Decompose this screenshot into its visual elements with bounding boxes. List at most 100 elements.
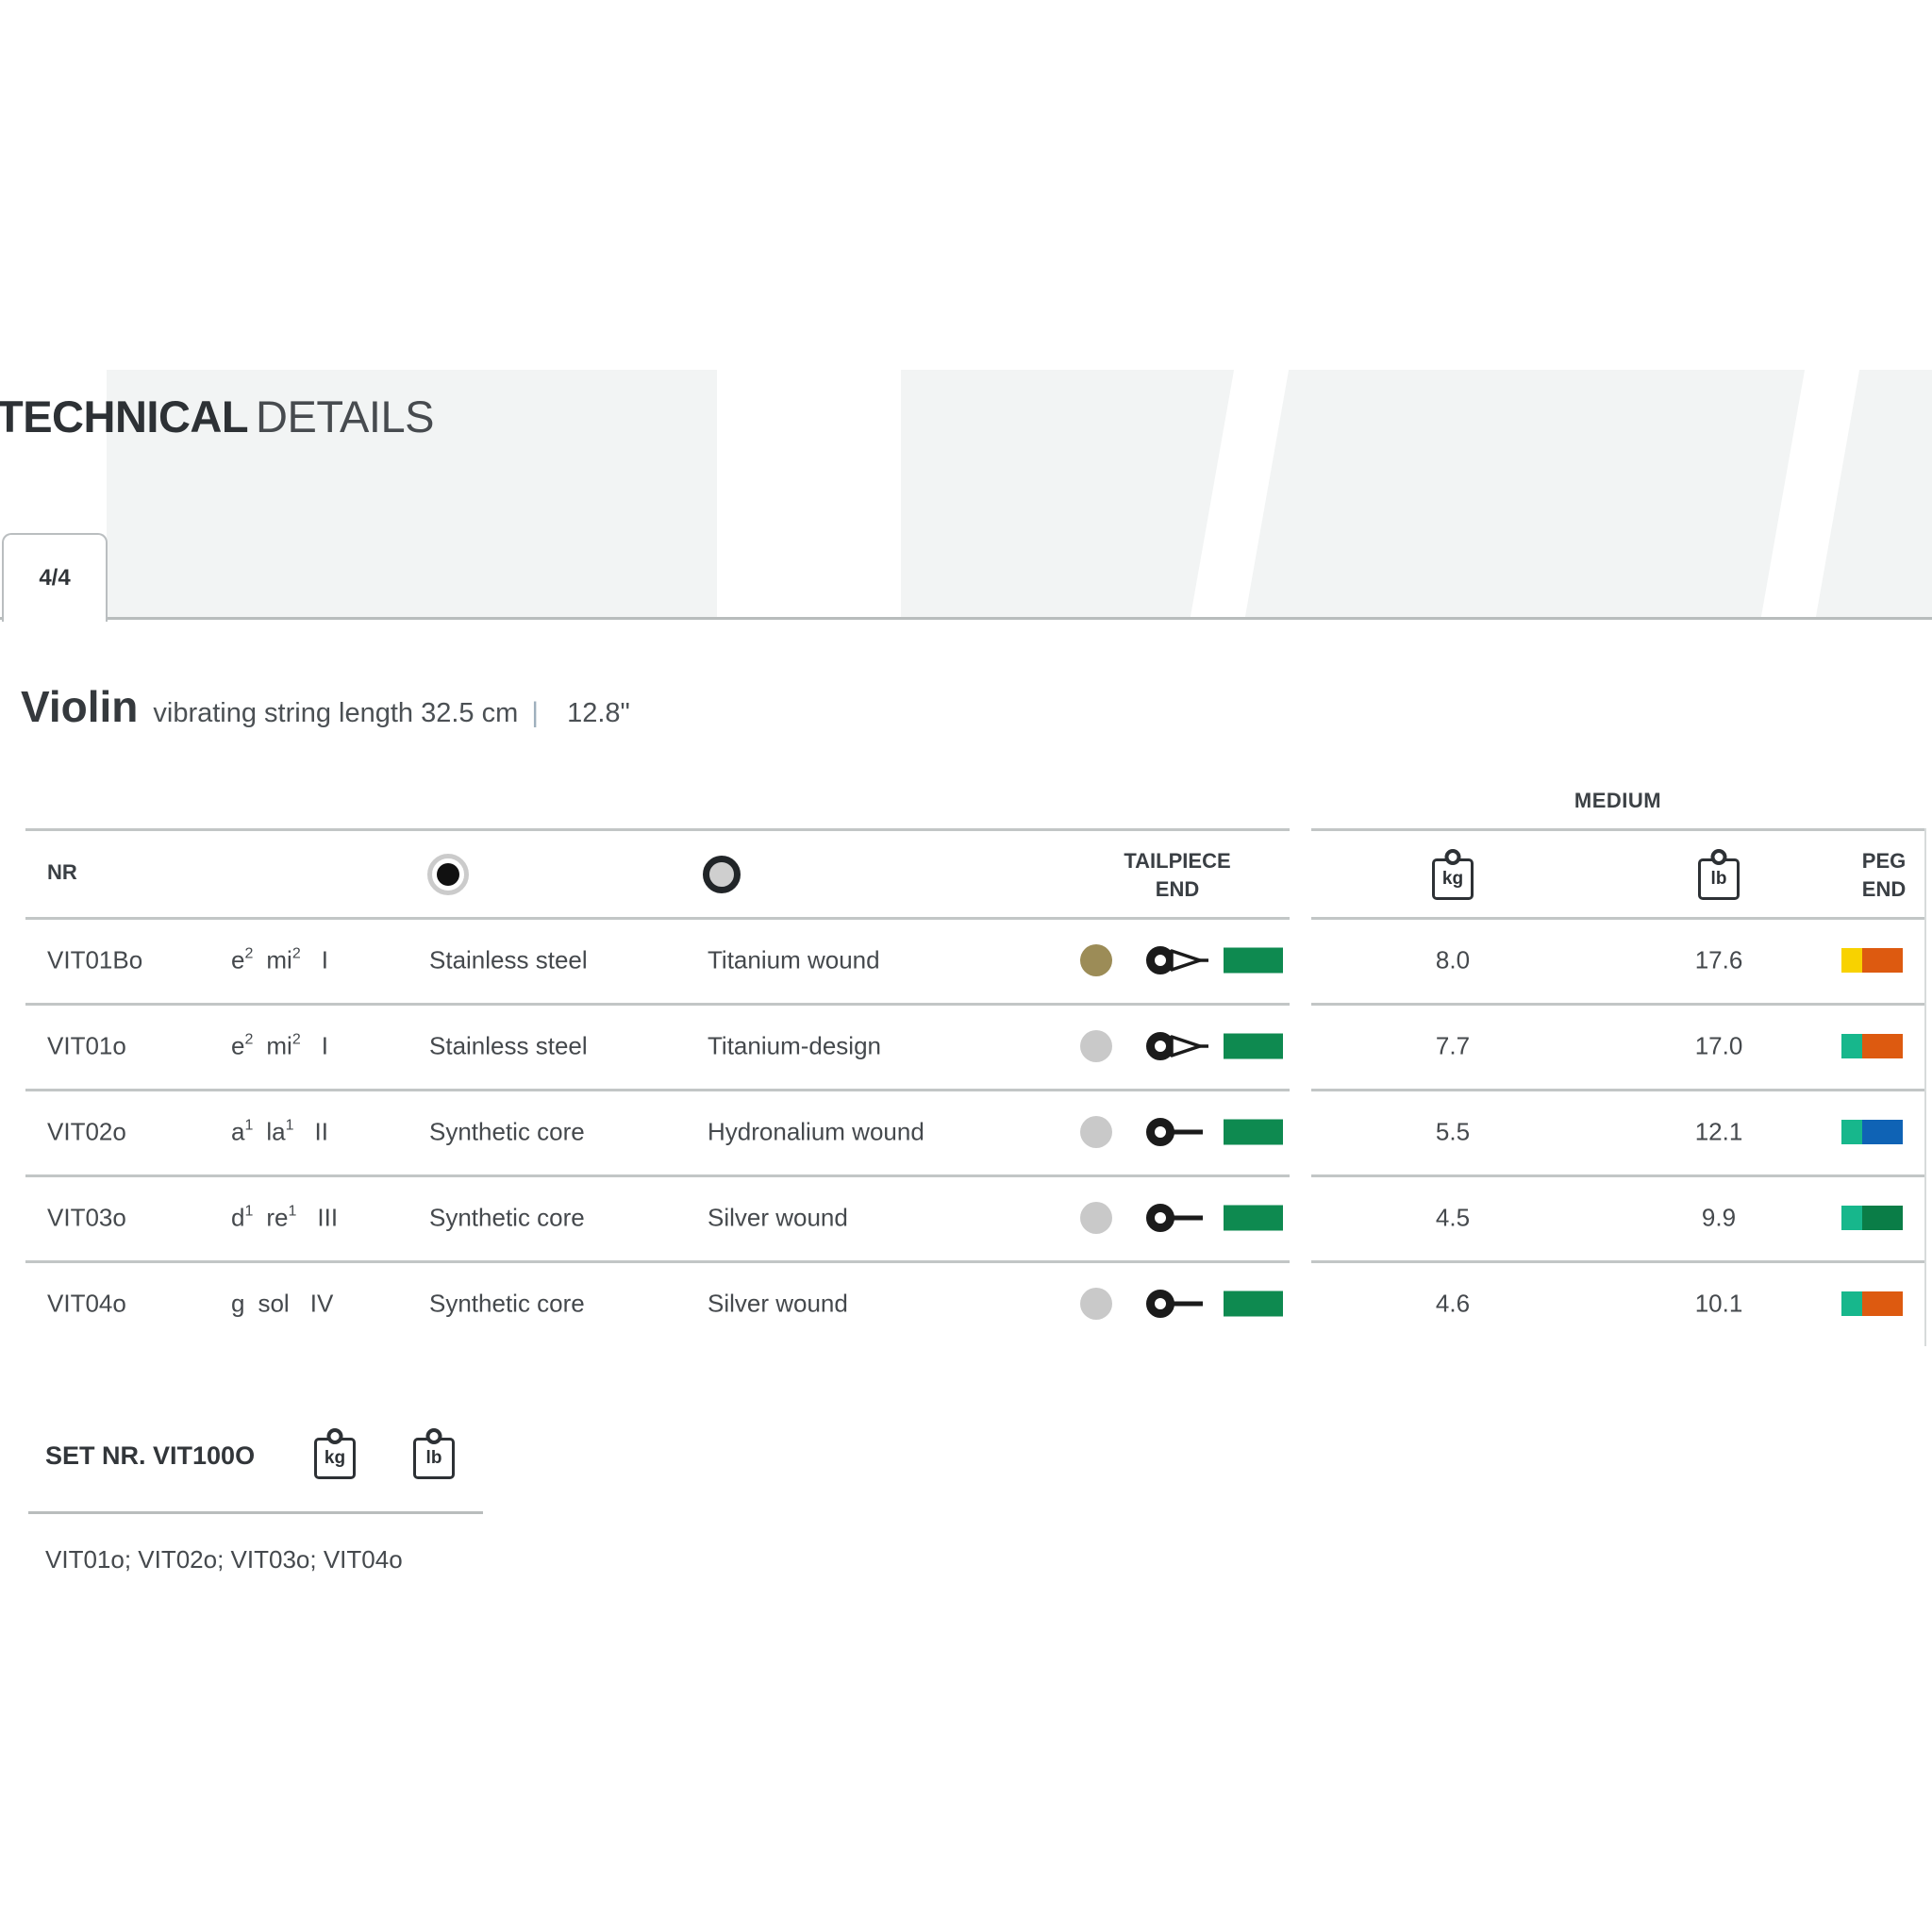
- string-position: II: [314, 1117, 328, 1145]
- peg-end-line1: PEG: [1861, 849, 1907, 873]
- tension-kg: 5.5: [1435, 1117, 1471, 1145]
- core-material: Synthetic core: [429, 1289, 585, 1317]
- note-name-solfege: re1: [266, 1203, 297, 1231]
- table-row: VIT03o d1 re1 III Synthetic core Silver wo…: [25, 1174, 1924, 1260]
- tab-size-4-4[interactable]: 4/4: [2, 533, 108, 622]
- peg-end-color-main: [1862, 947, 1903, 973]
- core-material: Synthetic core: [429, 1117, 585, 1145]
- peg-end-color-strip: [1841, 1033, 1862, 1058]
- tension-lb: 17.6: [1694, 945, 1743, 974]
- peg-end-color-main: [1862, 1033, 1903, 1058]
- kg-icon-label: kg: [1441, 869, 1464, 889]
- peg-end-color-strip: [1841, 1205, 1862, 1230]
- lb-weight-icon: lb: [1698, 858, 1740, 900]
- string-position: I: [321, 945, 328, 974]
- peg-end-color-main: [1862, 1119, 1903, 1144]
- band-diagonal-slash: [1759, 370, 1861, 617]
- table-row: VIT04o g sol IV Synthetic core Silver woun…: [25, 1260, 1924, 1346]
- peg-end-line2: END: [1861, 876, 1907, 901]
- tab-label: 4/4: [39, 565, 71, 591]
- tension-lb: 10.1: [1694, 1289, 1743, 1317]
- tension-kg: 7.7: [1435, 1031, 1471, 1059]
- strings-table: NR TAILPIECE END kg lb PEG END VIT01Bo e…: [25, 828, 1926, 1346]
- peg-end-color: [1841, 1033, 1903, 1058]
- note-name: e2: [231, 1031, 254, 1059]
- table-row: VIT01Bo e2 mi2 I Stainless steel Titanium …: [25, 917, 1924, 1003]
- peg-end-color-main: [1862, 1205, 1903, 1230]
- peg-end-color: [1841, 1119, 1903, 1144]
- table-border: [1311, 917, 1924, 920]
- product-name: Violin: [21, 682, 139, 731]
- table-border: [25, 1003, 1290, 1006]
- table-row: VIT01o e2 mi2 I Stainless steel Titanium-d…: [25, 1003, 1924, 1089]
- table-header: NR TAILPIECE END kg lb PEG END: [25, 828, 1924, 917]
- tabbar-divider: [0, 617, 1932, 620]
- peg-end-color: [1841, 1291, 1903, 1316]
- peg-end-color-strip: [1841, 947, 1862, 973]
- core-material: Stainless steel: [429, 1031, 588, 1059]
- peg-end-color-strip: [1841, 1291, 1862, 1316]
- note-name-solfege: sol: [258, 1289, 290, 1317]
- band-diagonal-slash: [1189, 370, 1291, 617]
- peg-end-color: [1841, 1205, 1903, 1230]
- kg-weight-icon: kg: [314, 1438, 356, 1479]
- set-number-label: SET NR. VIT100O: [45, 1441, 256, 1470]
- table-border: [1311, 1089, 1924, 1091]
- tailpiece-end-icon: [1146, 1203, 1203, 1232]
- string-number: VIT01Bo: [47, 945, 143, 974]
- tailpiece-end-line1: TAILPIECE: [1124, 849, 1231, 873]
- winding-material: Titanium-design: [708, 1031, 882, 1059]
- tension-kg: 8.0: [1435, 945, 1471, 974]
- string-note: d1 re1 III: [231, 1203, 338, 1232]
- peg-end-color: [1841, 947, 1903, 973]
- ball-color-dot: [1080, 1287, 1112, 1320]
- tailpiece-end-icon: [1146, 1117, 1203, 1146]
- length-separator: |: [531, 697, 540, 728]
- winding-material: Titanium wound: [708, 945, 880, 974]
- string-note: e2 mi2 I: [231, 1031, 328, 1060]
- tension-kg: 4.6: [1435, 1289, 1471, 1317]
- tailpiece-color-band: [1224, 947, 1283, 973]
- tailpiece-end-line2: END: [1155, 876, 1200, 901]
- lb-icon-label: lb: [1710, 869, 1727, 889]
- tension-kg: 4.5: [1435, 1203, 1471, 1231]
- core-material: Stainless steel: [429, 945, 588, 974]
- table-border: [25, 1089, 1290, 1091]
- set-contents: VIT01o; VIT02o; VIT03o; VIT04o: [45, 1545, 403, 1574]
- string-number: VIT02o: [47, 1117, 126, 1145]
- string-length-metric: vibrating string length 32.5 cm: [153, 698, 519, 728]
- tailpiece-color-band: [1224, 1291, 1283, 1316]
- note-name-solfege: mi2: [266, 1031, 301, 1059]
- kg-weight-icon: kg: [1432, 858, 1474, 900]
- string-note: e2 mi2 I: [231, 945, 328, 974]
- winding-material: Hydronalium wound: [708, 1117, 924, 1145]
- set-divider: [28, 1511, 483, 1514]
- string-position: III: [317, 1203, 339, 1231]
- string-note: a1 la1 II: [231, 1117, 328, 1146]
- string-position: IV: [309, 1289, 334, 1317]
- medium-tension-label: MEDIUM: [1574, 789, 1662, 812]
- winding-material: Silver wound: [708, 1203, 848, 1231]
- column-header-nr: NR: [47, 860, 77, 884]
- header-band: [107, 370, 1932, 617]
- core-material: Synthetic core: [429, 1203, 585, 1231]
- table-border: [1311, 1174, 1924, 1177]
- table-right-edge: [1924, 828, 1926, 1346]
- string-position: I: [321, 1031, 328, 1059]
- tailpiece-color-band: [1224, 1205, 1283, 1230]
- note-name: g: [231, 1289, 245, 1317]
- note-name: d1: [231, 1203, 254, 1231]
- page-title-bold: TECHNICAL: [0, 391, 249, 441]
- ball-color-dot: [1080, 943, 1112, 976]
- string-note: g sol IV: [231, 1289, 333, 1318]
- table-border: [25, 1174, 1290, 1177]
- note-name-solfege: la1: [266, 1117, 294, 1145]
- tailpiece-color-band: [1224, 1119, 1283, 1144]
- note-name: a1: [231, 1117, 254, 1145]
- table-row: VIT02o a1 la1 II Synthetic core Hydronaliu…: [25, 1089, 1924, 1174]
- peg-end-color-main: [1862, 1291, 1903, 1316]
- lb-icon-label: lb: [425, 1448, 442, 1468]
- string-number: VIT03o: [47, 1203, 126, 1231]
- winding-open-circle-icon: [703, 856, 741, 893]
